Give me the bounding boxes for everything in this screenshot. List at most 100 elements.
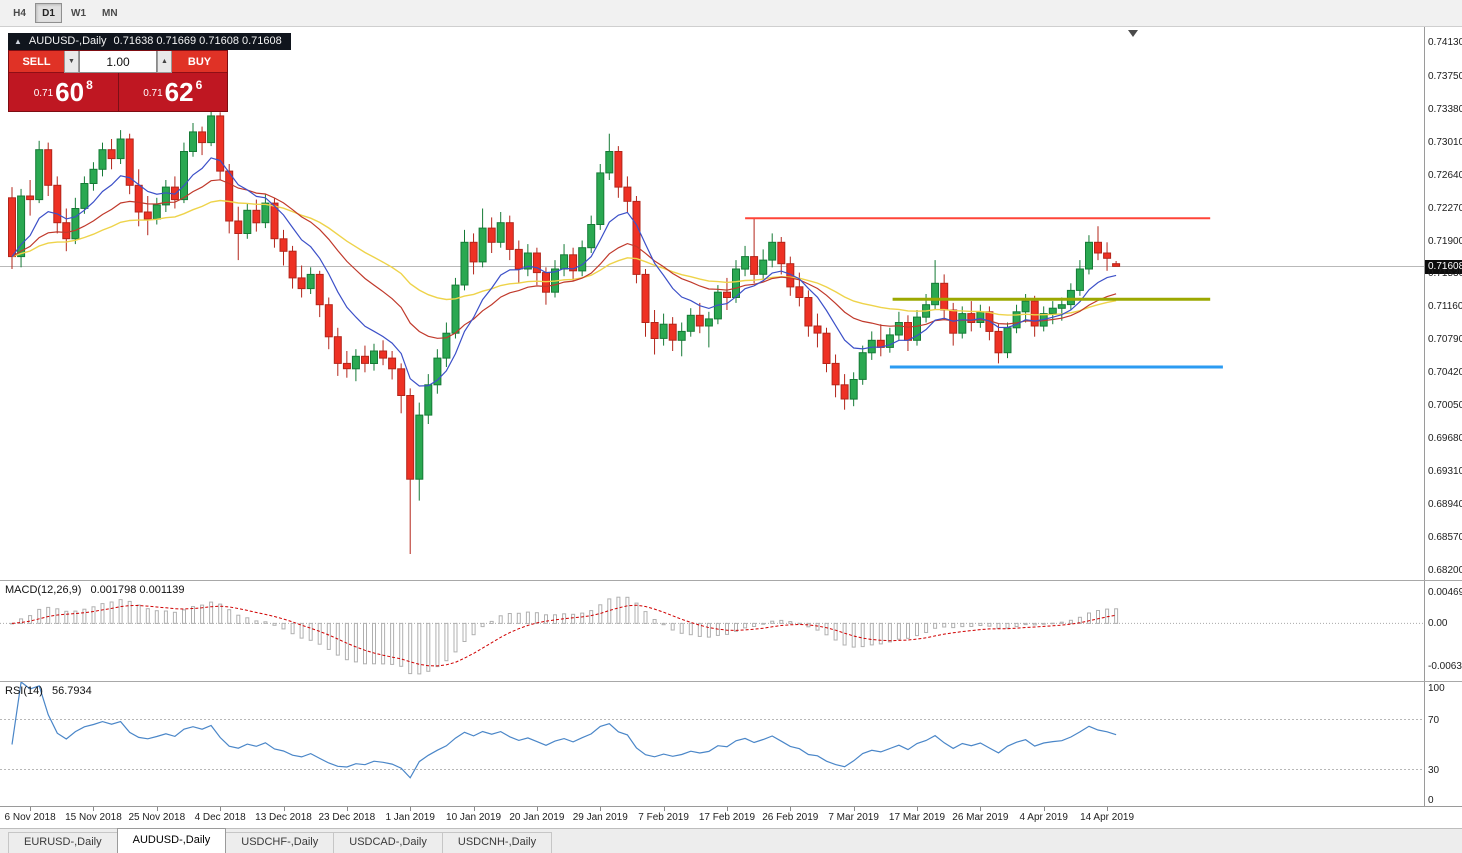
- candlestick-chart[interactable]: [0, 27, 1425, 580]
- sell-price-pipette: 8: [86, 78, 93, 92]
- buy-price-pipette: 6: [195, 78, 203, 92]
- main-chart-pane: ▲ AUDUSD-,Daily 0.71638 0.71669 0.71608 …: [0, 27, 1462, 580]
- price-axis-label: 0.72270: [1428, 202, 1462, 214]
- volume-decrease-button[interactable]: ▼: [64, 51, 79, 73]
- macd-label-row: MACD(12,26,9) 0.001798 0.001139: [5, 584, 190, 596]
- date-label: 26 Feb 2019: [762, 812, 819, 823]
- rsi-axis-label: 70: [1428, 714, 1440, 726]
- time-axis-tick: [346, 807, 348, 811]
- rsi-axis[interactable]: 100 70 30 0: [1424, 682, 1462, 807]
- time-axis-tick: [220, 807, 222, 811]
- time-axis-tick: [156, 807, 158, 811]
- macd-axis-label: 0.004694: [1428, 587, 1462, 599]
- chart-tab-eurusddaily[interactable]: EURUSD-,Daily: [8, 832, 118, 853]
- date-label: 20 Jan 2019: [509, 812, 565, 823]
- time-axis-tick: [93, 807, 95, 811]
- one-click-trading-panel: SELL ▼ ▲ BUY 0.71 60 8 0.71 62 6: [8, 50, 228, 112]
- buy-price-prefix: 0.71: [143, 87, 163, 99]
- time-axis-tick: [410, 807, 412, 811]
- chart-tab-usdcaddaily[interactable]: USDCAD-,Daily: [333, 832, 443, 853]
- chart-tab-bar: EURUSD-,Daily AUDUSD-,Daily USDCHF-,Daily U…: [0, 828, 1462, 853]
- chart-symbol-label: AUDUSD-,Daily: [28, 35, 107, 47]
- time-axis-tick: [536, 807, 538, 811]
- price-axis-label: 0.68940: [1428, 499, 1462, 511]
- buy-price-big: 62: [164, 77, 194, 107]
- date-label: 26 Mar 2019: [952, 812, 1009, 823]
- sell-button[interactable]: SELL: [9, 51, 64, 73]
- rsi-label-row: RSI(14) 56.7934: [5, 685, 98, 697]
- price-axis-label: 0.71900: [1428, 235, 1462, 247]
- date-label: 29 Jan 2019: [572, 812, 628, 823]
- date-label: 1 Jan 2019: [385, 812, 435, 823]
- date-label: 15 Nov 2018: [65, 812, 122, 823]
- period-button-w1[interactable]: W1: [64, 3, 93, 23]
- rsi-axis-label: 0: [1428, 795, 1434, 806]
- rsi-chart[interactable]: [0, 682, 1425, 807]
- rsi-value: 56.7934: [51, 685, 92, 697]
- one-click-price-row: 0.71 60 8 0.71 62 6: [9, 73, 227, 111]
- price-axis-label: 0.72640: [1428, 169, 1462, 181]
- period-toolbar: H4 D1 W1 MN: [0, 0, 1462, 27]
- price-axis[interactable]: 0.71608 0.74130 0.73750 0.73380 0.73010 0.72…: [1424, 27, 1462, 580]
- price-axis-label: 0.73010: [1428, 136, 1462, 148]
- macd-label: MACD(12,26,9): [5, 584, 82, 596]
- date-label: 17 Mar 2019: [888, 812, 946, 823]
- chart-tab-usdcnhdaily[interactable]: USDCNH-,Daily: [441, 832, 553, 853]
- price-axis-label: 0.74130: [1428, 36, 1462, 48]
- buy-button[interactable]: BUY: [172, 51, 227, 73]
- chart-tab-usdchfdaily[interactable]: USDCHF-,Daily: [225, 832, 335, 853]
- price-axis-label: 0.73380: [1428, 103, 1462, 115]
- volume-increase-button[interactable]: ▲: [157, 51, 172, 73]
- date-label: 4 Dec 2018: [194, 812, 246, 823]
- time-axis-tick: [980, 807, 982, 811]
- date-label: 17 Feb 2019: [698, 812, 756, 823]
- one-click-top-row: SELL ▼ ▲ BUY: [9, 51, 227, 73]
- date-label: 10 Jan 2019: [446, 812, 502, 823]
- macd-axis[interactable]: 0.004694 0.00 -0.00639: [1424, 581, 1462, 681]
- period-button-mn[interactable]: MN: [95, 3, 125, 23]
- symbol-marker-icon: ▲: [14, 36, 22, 46]
- sell-price-prefix: 0.71: [33, 87, 54, 99]
- time-axis-tick: [1043, 807, 1045, 811]
- chart-shift-marker-icon[interactable]: [1128, 30, 1138, 37]
- date-label: 25 Nov 2018: [128, 812, 186, 823]
- chart-tab-audusddaily[interactable]: AUDUSD-,Daily: [116, 828, 227, 853]
- volume-input[interactable]: [79, 51, 157, 73]
- date-label: 13 Dec 2018: [255, 812, 312, 823]
- rsi-label: RSI(14): [5, 685, 43, 697]
- chart-title-bar: ▲ AUDUSD-,Daily 0.71638 0.71669 0.71608 …: [8, 33, 291, 50]
- time-axis-tick: [473, 807, 475, 811]
- price-axis-label: 0.70790: [1428, 334, 1462, 346]
- time-axis-tick: [283, 807, 285, 811]
- macd-axis-label: -0.00639: [1428, 660, 1462, 672]
- time-axis-tick: [30, 807, 32, 811]
- date-label: 4 Apr 2019: [1019, 812, 1068, 823]
- macd-values: 0.001798 0.001139: [90, 584, 185, 596]
- rsi-axis-label: 30: [1428, 764, 1440, 776]
- period-button-h4[interactable]: H4: [6, 3, 33, 23]
- date-label: 14 Apr 2019: [1080, 812, 1135, 823]
- sell-price-button[interactable]: 0.71 60 8: [9, 73, 119, 111]
- time-axis-tick: [1107, 807, 1109, 811]
- time-axis-tick: [663, 807, 665, 811]
- buy-price-button[interactable]: 0.71 62 6: [118, 73, 227, 111]
- price-axis-label: 0.73750: [1428, 70, 1462, 82]
- time-axis-tick: [853, 807, 855, 811]
- price-axis-label: 0.68570: [1428, 532, 1462, 544]
- time-axis-tick: [726, 807, 728, 811]
- date-label: 7 Feb 2019: [638, 812, 689, 823]
- date-label: 6 Nov 2018: [4, 812, 56, 823]
- macd-chart[interactable]: [0, 581, 1425, 681]
- time-axis[interactable]: 6 Nov 2018 15 Nov 2018 25 Nov 2018 4 Dec 20…: [0, 806, 1462, 828]
- chart-ohlc-values: 0.71638 0.71669 0.71608 0.71608: [113, 35, 282, 47]
- price-axis-label: 0.69680: [1428, 433, 1462, 445]
- price-axis-label: 0.70050: [1428, 400, 1462, 412]
- time-axis-tick: [790, 807, 792, 811]
- time-axis-tick: [917, 807, 918, 811]
- macd-axis-label: 0.00: [1428, 618, 1448, 630]
- time-axis-tick: [600, 807, 602, 811]
- period-button-d1[interactable]: D1: [35, 3, 62, 23]
- date-label: 7 Mar 2019: [828, 812, 879, 823]
- price-axis-label: 0.71160: [1428, 301, 1462, 313]
